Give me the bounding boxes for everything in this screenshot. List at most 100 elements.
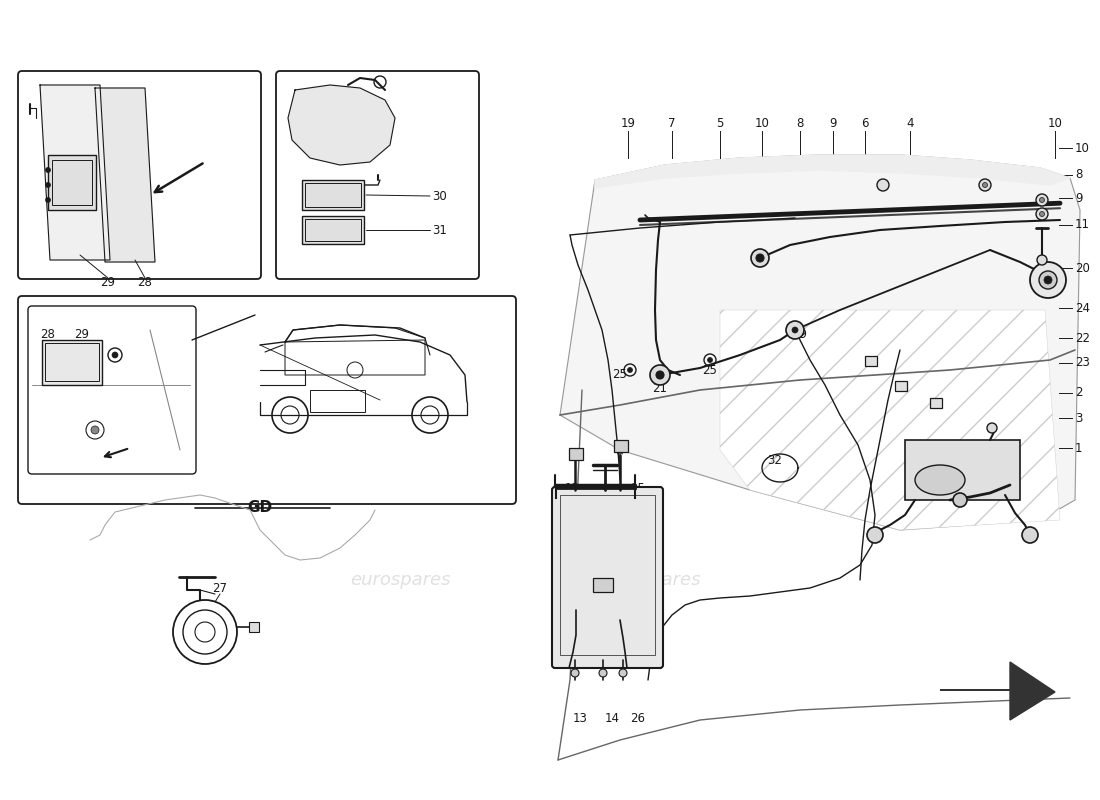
Text: 27: 27 <box>212 582 228 594</box>
Text: 4: 4 <box>906 117 914 130</box>
Circle shape <box>627 367 632 373</box>
Text: 21: 21 <box>652 382 668 394</box>
Text: 31: 31 <box>432 223 447 237</box>
Circle shape <box>571 669 579 677</box>
Circle shape <box>867 527 883 543</box>
Circle shape <box>1036 194 1048 206</box>
FancyBboxPatch shape <box>28 306 196 474</box>
Text: 30: 30 <box>432 190 447 202</box>
Polygon shape <box>95 88 155 262</box>
Text: eurospares: eurospares <box>600 571 701 589</box>
Polygon shape <box>288 85 395 165</box>
Circle shape <box>600 669 607 677</box>
FancyBboxPatch shape <box>276 71 478 279</box>
Polygon shape <box>40 85 110 260</box>
FancyArrowPatch shape <box>618 450 623 466</box>
Text: 13: 13 <box>573 711 587 725</box>
Bar <box>45 343 99 381</box>
Text: 24: 24 <box>1075 302 1090 314</box>
Text: 9: 9 <box>829 117 837 130</box>
Text: 1: 1 <box>1075 442 1082 454</box>
Text: 28: 28 <box>41 327 55 341</box>
Text: 9: 9 <box>1075 191 1082 205</box>
Text: 3: 3 <box>1075 411 1082 425</box>
Polygon shape <box>940 662 1055 720</box>
Circle shape <box>756 254 764 262</box>
Text: 19: 19 <box>792 329 807 342</box>
Text: eurospares: eurospares <box>350 571 450 589</box>
Circle shape <box>792 327 798 333</box>
Bar <box>865 356 877 366</box>
Circle shape <box>1040 211 1045 217</box>
FancyBboxPatch shape <box>552 487 663 668</box>
Bar <box>560 495 654 655</box>
Circle shape <box>979 179 991 191</box>
Text: 22: 22 <box>1075 331 1090 345</box>
Text: 11: 11 <box>1075 218 1090 231</box>
Bar <box>310 390 365 412</box>
Text: 10: 10 <box>1047 117 1063 130</box>
Bar <box>905 440 1020 500</box>
Text: 8: 8 <box>796 117 804 130</box>
Text: 5: 5 <box>716 117 724 130</box>
Bar <box>895 381 908 391</box>
Circle shape <box>1036 208 1048 220</box>
Polygon shape <box>720 310 1060 530</box>
Ellipse shape <box>915 465 965 495</box>
Polygon shape <box>595 155 1070 188</box>
Circle shape <box>1040 271 1057 289</box>
Text: eurospares: eurospares <box>124 221 226 239</box>
Text: 2: 2 <box>1075 386 1082 399</box>
Text: 29: 29 <box>75 327 89 341</box>
FancyBboxPatch shape <box>18 296 516 504</box>
Bar <box>305 183 361 207</box>
Text: 25: 25 <box>703 363 717 377</box>
Bar <box>593 578 613 592</box>
Circle shape <box>987 423 997 433</box>
Circle shape <box>953 493 967 507</box>
Circle shape <box>1022 527 1038 543</box>
Text: 10: 10 <box>1075 142 1090 154</box>
Text: 19: 19 <box>620 117 636 130</box>
Text: 25: 25 <box>613 369 627 382</box>
Text: eurospares: eurospares <box>600 221 701 239</box>
Text: 10: 10 <box>755 117 769 130</box>
Bar <box>48 155 96 210</box>
Text: 23: 23 <box>1075 357 1090 370</box>
Text: 14: 14 <box>605 711 619 725</box>
Circle shape <box>656 371 664 379</box>
Bar <box>302 180 364 210</box>
Circle shape <box>786 321 804 339</box>
Circle shape <box>751 249 769 267</box>
Text: 29: 29 <box>100 277 116 290</box>
Text: 16: 16 <box>571 495 585 509</box>
Text: GD: GD <box>248 501 273 515</box>
Circle shape <box>1040 198 1045 202</box>
Text: 28: 28 <box>138 277 153 290</box>
Circle shape <box>1030 262 1066 298</box>
Text: 18: 18 <box>550 642 564 654</box>
Circle shape <box>45 182 51 187</box>
Text: 20: 20 <box>1075 262 1090 274</box>
Text: 18: 18 <box>620 583 636 597</box>
Circle shape <box>982 182 988 187</box>
Polygon shape <box>560 155 1080 530</box>
Bar <box>569 448 583 460</box>
Circle shape <box>45 198 51 202</box>
Circle shape <box>877 179 889 191</box>
Circle shape <box>619 669 627 677</box>
Bar <box>52 160 92 205</box>
FancyBboxPatch shape <box>18 71 261 279</box>
Text: 7: 7 <box>669 117 675 130</box>
Text: 17: 17 <box>593 495 607 509</box>
Circle shape <box>91 426 99 434</box>
Circle shape <box>45 167 51 173</box>
Text: 8: 8 <box>1075 169 1082 182</box>
Bar <box>614 440 628 452</box>
Circle shape <box>707 358 713 362</box>
Text: 15: 15 <box>630 482 646 494</box>
Bar <box>42 340 102 385</box>
Bar <box>305 219 361 241</box>
Text: 26: 26 <box>630 711 646 725</box>
Bar <box>302 216 364 244</box>
